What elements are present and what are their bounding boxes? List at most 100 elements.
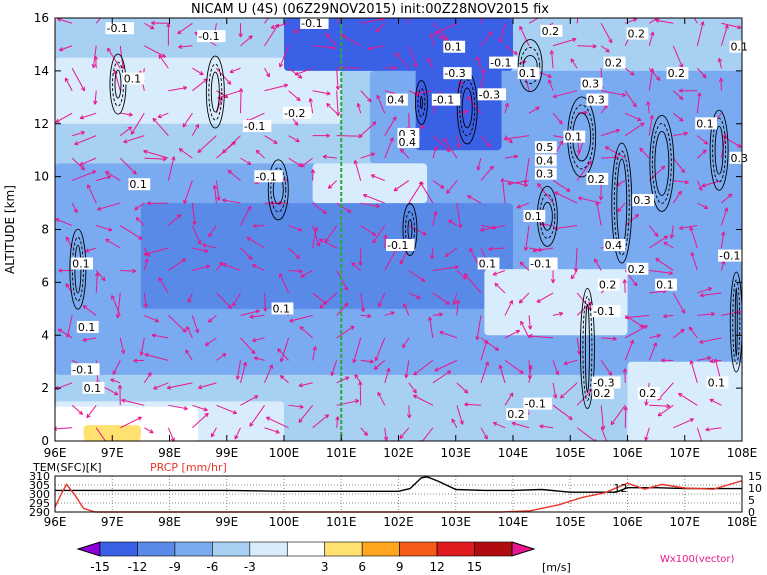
contour-label: 0.1 [696,117,714,130]
temperature-line [55,476,742,493]
wind-vector-arrow [143,258,149,271]
wind-vector-arrow [299,326,313,339]
contour-line [729,271,742,373]
contour-label-box [386,239,415,252]
wind-vector-arrow [678,392,698,406]
wind-vector-arrow [662,314,674,319]
contour-label-box [271,302,294,315]
tem-tick-label: 290 [29,506,50,519]
wind-vector-arrow [494,282,506,294]
wind-vector-arrow [112,360,121,375]
wind-vector-arrow [672,292,686,314]
wind-vector-arrow [705,427,722,432]
wind-vector-arrow [570,58,578,69]
contour-label-box [477,257,500,270]
contour-line [270,167,287,213]
wind-vector-arrow [466,195,482,204]
wind-vector-arrow [610,405,626,426]
wind-vector-arrow [91,45,97,69]
wind-vector-arrow [475,315,482,341]
prcp-tick-label: 15 [748,470,762,483]
wind-vector-arrow [721,22,742,30]
wind-vector-arrow [600,427,608,441]
wind-vector-arrow [191,123,200,136]
wind-vector-arrow [86,405,97,419]
wind-vector-arrow [464,402,481,407]
wind-vector-arrow [456,135,461,149]
contour-label: -0.1 [387,239,408,252]
wind-vector-arrow [240,35,253,47]
wind-vector-arrow [412,394,434,406]
contour-label-box [489,56,518,69]
wind-vector-arrow [690,252,698,271]
contour-label-box [718,249,747,262]
wind-vector-arrow [432,135,451,153]
wind-vector-arrow [240,205,252,226]
wind-vector-arrow [434,359,458,372]
ts-x-tick-label: 102E [383,515,414,529]
wind-vector-arrow [504,392,514,406]
wind-vector-arrow [527,360,533,380]
wind-vector-arrow [335,90,341,117]
wind-vector-arrow [419,181,434,204]
wind-vector-arrow [672,190,682,204]
contour-label-box [729,151,752,164]
wind-vector-arrow [709,398,722,406]
wind-vector-arrow [335,68,340,90]
wind-vector-arrow [432,180,445,189]
wind-vector-arrow [166,382,193,390]
wind-vector-arrow [696,67,707,79]
colorbar-box [474,541,513,557]
wind-vector-arrow [353,159,362,181]
wind-vector-arrow [119,337,126,355]
wind-vector-arrow [552,311,564,317]
y-tick-label: 12 [34,117,49,131]
wind-vector-arrow [451,418,458,429]
wind-vector-arrow [688,326,698,339]
wind-vector-arrow [166,23,171,46]
wind-vector-arrow [648,115,654,136]
wind-vector-arrow [443,137,458,159]
wind-vector-arrow [480,68,486,91]
x-tick-label: 101E [326,446,357,460]
contour-label-box [626,27,649,40]
contour-label-box [300,16,329,29]
wind-vector-arrow [312,414,330,429]
wind-vector-arrow [697,202,709,209]
wind-vector-arrow [72,130,86,137]
contour-line [651,122,672,204]
wind-vector-arrow [222,198,241,204]
wind-vector-arrow [393,180,410,192]
wind-vector-arrow [407,18,410,24]
contour-line [417,88,426,118]
contour-label: 0.2 [605,57,623,70]
contour-label: 0.1 [129,178,147,191]
wind-vector-arrow [539,424,554,429]
wind-vector-arrow [576,18,579,24]
ts-x-tick-label: 99E [215,515,238,529]
wind-vector-arrow [404,360,410,379]
wind-vector-arrow [264,67,271,78]
wind-vector-arrow [577,44,597,49]
contour-label: 0.4 [536,154,554,167]
wind-vector-arrow [427,316,434,338]
wind-vector-arrow [696,92,702,114]
colorbar-tick-label: 15 [467,560,482,574]
wind-vector-arrow [649,333,661,339]
y-axis-label: ALTITUDE [km] [3,185,17,274]
wind-vector-arrow [312,226,319,249]
ts-x-tick-label: 97E [101,515,124,529]
wind-vector-arrow [475,56,482,69]
contour-label: 0.1 [273,302,291,315]
wind-vector-arrow [625,112,642,122]
wind-vector-arrow [360,121,377,137]
wind-vector-arrow [312,90,331,96]
wind-vector-arrow [312,202,327,214]
wind-vector-arrow [504,154,518,159]
wind-vector-arrow [135,217,145,226]
wind-vector-arrow [600,45,610,53]
wind-vector-arrow [601,336,617,341]
contour-label-box [443,40,466,53]
wind-vector-arrow [672,112,684,122]
